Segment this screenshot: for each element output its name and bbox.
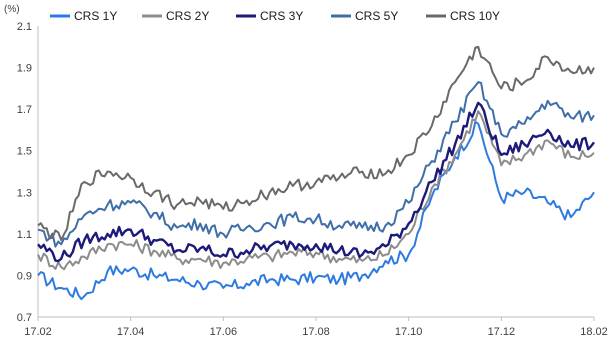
series-line-crs-10y [37, 45, 595, 242]
legend: CRS 1Y CRS 2Y CRS 3Y CRS 5Y CRS 10Y [50, 9, 500, 23]
y-tick-label: 1.9 [17, 63, 32, 75]
y-tick-label: 1.1 [17, 229, 32, 241]
series-lines [37, 45, 595, 301]
y-tick-label: 2.1 [17, 21, 32, 33]
y-tick-label: 1.5 [17, 146, 32, 158]
x-tick-label: 17.06 [210, 326, 238, 338]
legend-label: CRS 3Y [260, 9, 303, 23]
legend-label: CRS 5Y [355, 9, 398, 23]
y-tick-label: 1.7 [17, 104, 32, 116]
x-tick-label: 17.10 [395, 326, 423, 338]
y-axis-ticks: 0.7 0.9 1.1 1.3 1.5 1.7 1.9 2.1 [17, 21, 32, 324]
x-tick-label: 17.04 [117, 326, 145, 338]
legend-label: CRS 10Y [450, 9, 500, 23]
series-line-crs-3y [37, 101, 595, 263]
series-line-crs-5y [37, 81, 595, 248]
x-tick-label: 17.08 [302, 326, 330, 338]
y-tick-label: 0.9 [17, 270, 32, 282]
x-tick-label: 17.02 [24, 326, 52, 338]
x-tick-label: 18.02 [580, 326, 608, 338]
x-axis-ticks: 17.02 17.04 17.06 17.08 17.10 17.12 18.02 [24, 317, 608, 338]
legend-label: CRS 1Y [74, 9, 117, 23]
series-line-crs-2y [37, 110, 595, 271]
y-unit-label: (%) [4, 4, 20, 15]
y-tick-label: 1.3 [17, 187, 32, 199]
legend-label: CRS 2Y [166, 9, 209, 23]
series-line-crs-1y [37, 120, 595, 301]
x-tick-label: 17.12 [488, 326, 516, 338]
y-tick-label: 0.7 [17, 312, 32, 324]
